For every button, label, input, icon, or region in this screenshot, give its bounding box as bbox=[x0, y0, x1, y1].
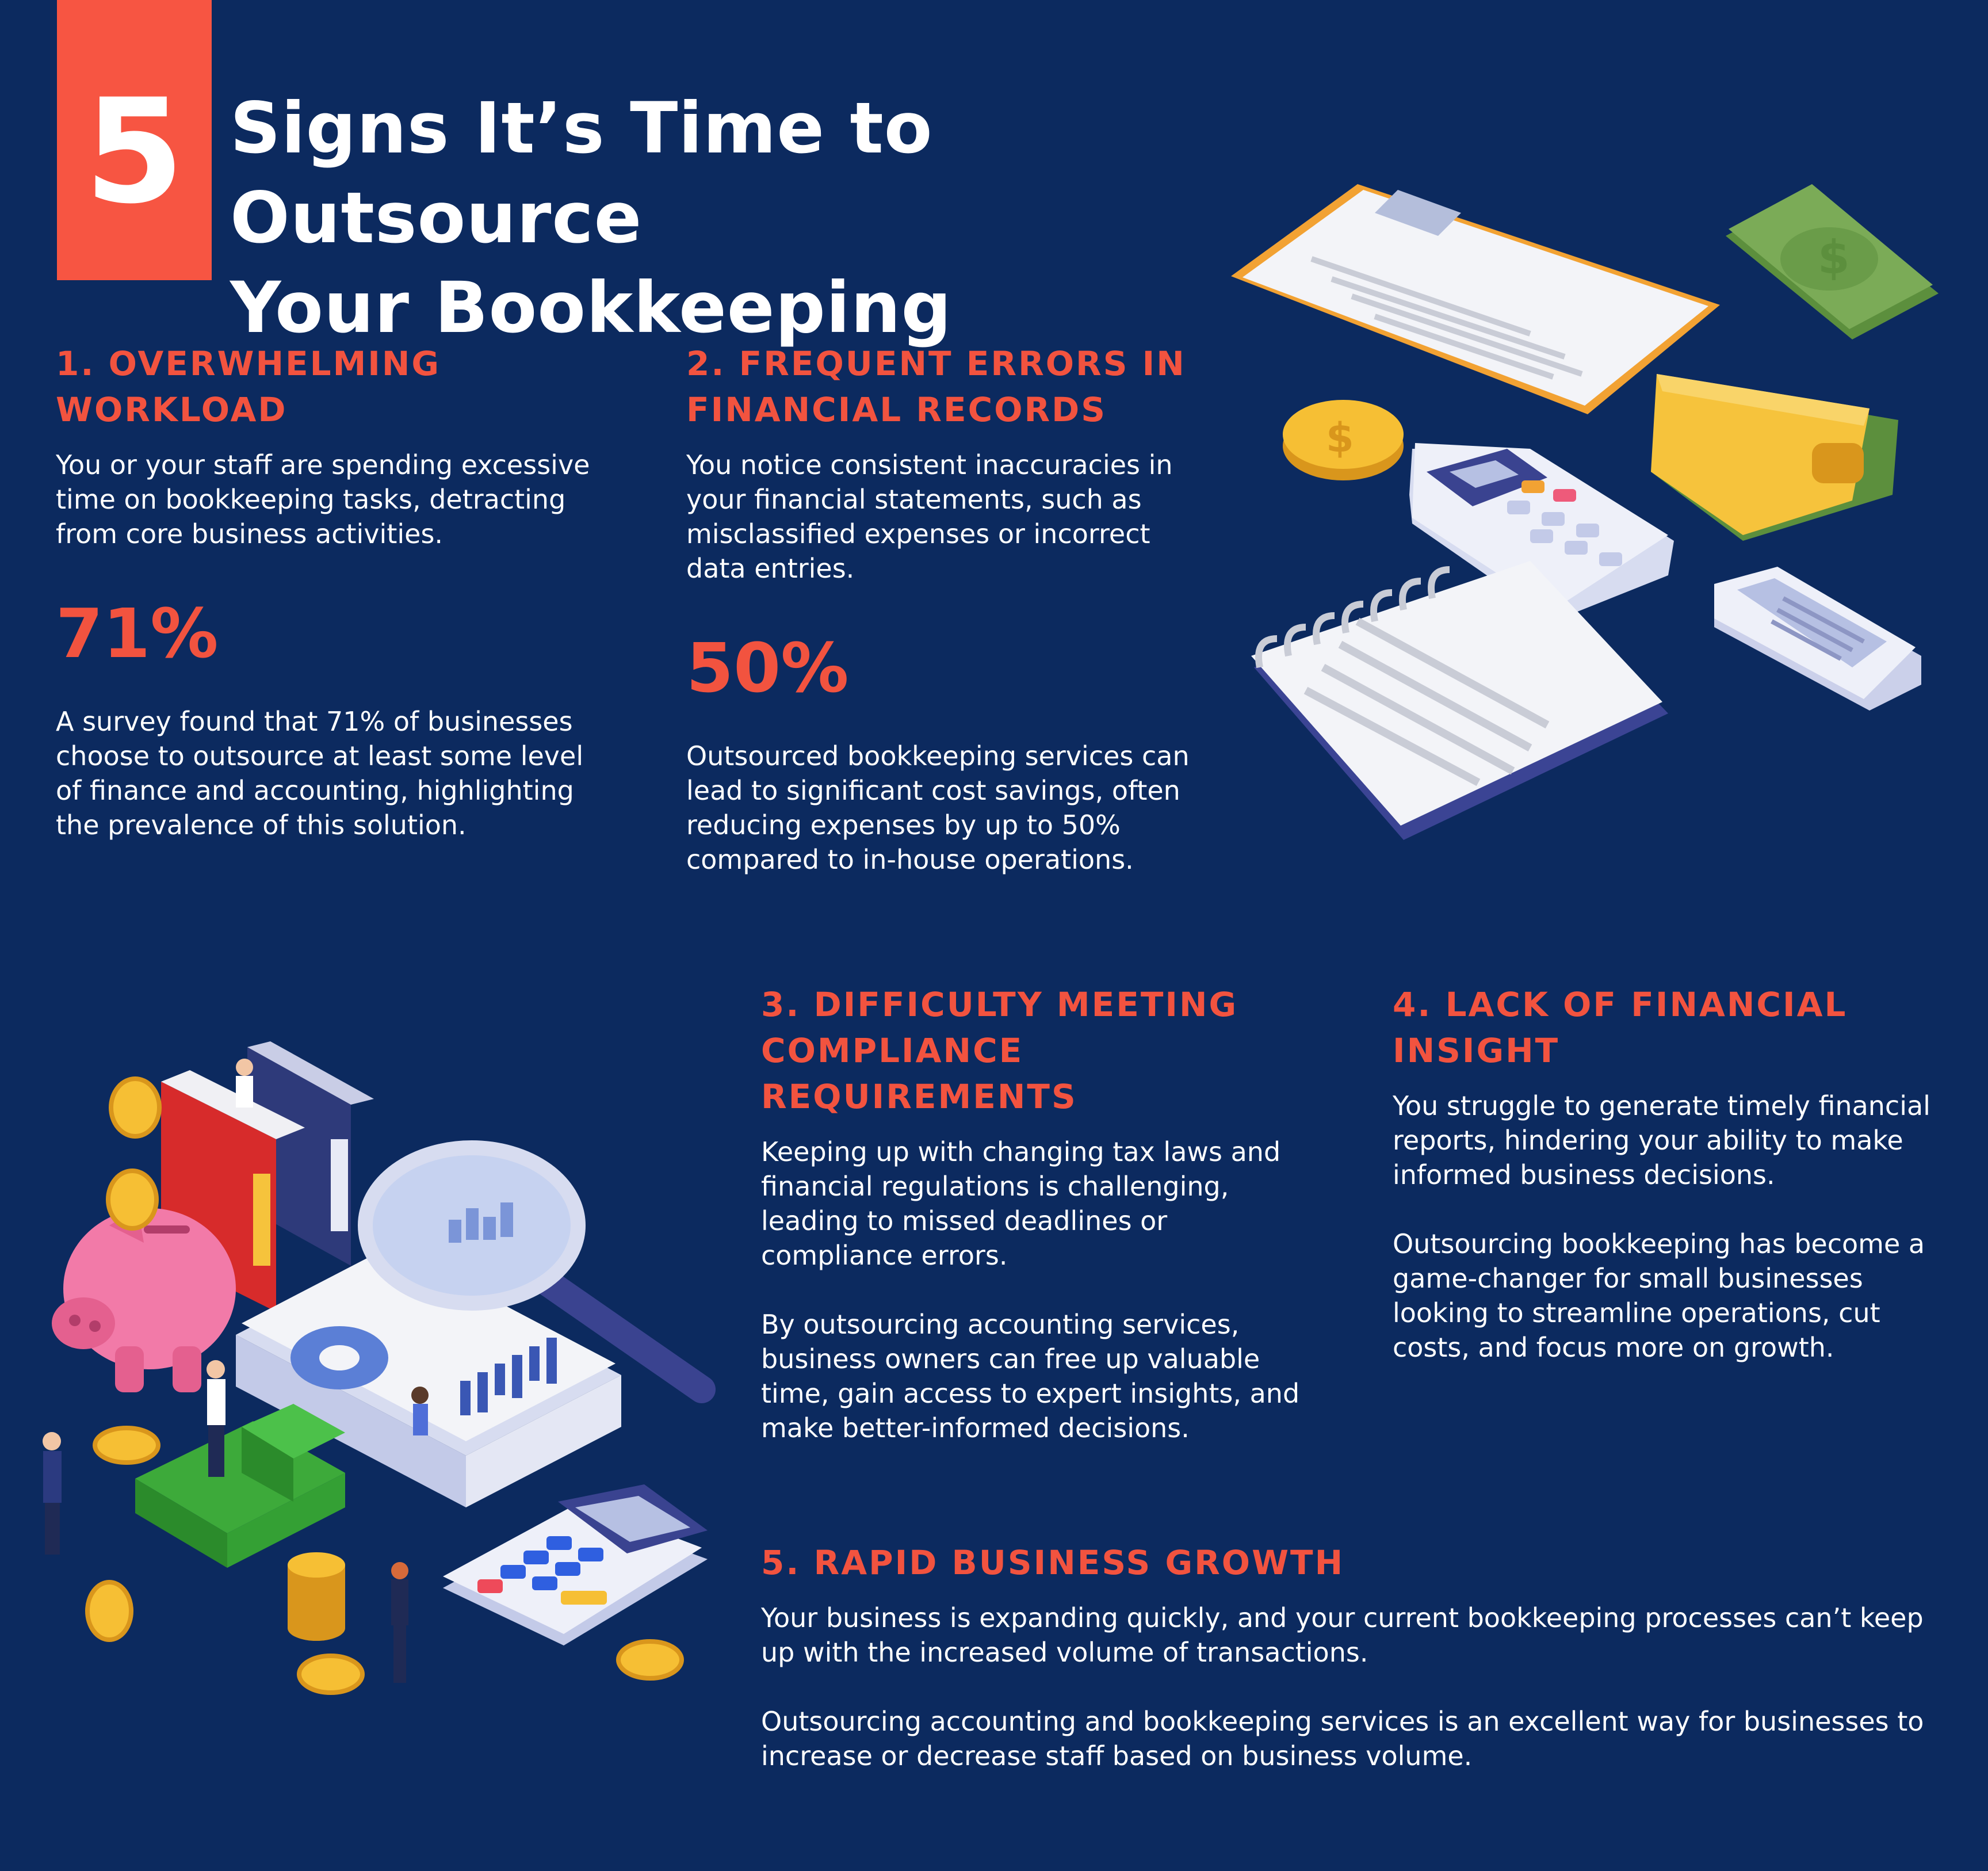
smartphone-icon bbox=[1714, 567, 1921, 711]
sign-5: 5. RAPID BUSINESS GROWTH Your business i… bbox=[761, 1540, 1946, 1773]
sign-1-heading: 1. OVERWHELMING WORKLOAD bbox=[56, 344, 441, 429]
svg-text:$: $ bbox=[1326, 414, 1354, 461]
sign-2-stat-text: Outsourced bookkeeping services can lead… bbox=[686, 740, 1190, 875]
sign-4-extra: Outsourcing bookkeeping has become a gam… bbox=[1393, 1228, 1925, 1363]
page-title: Signs It’s Time to Outsource Your Bookke… bbox=[230, 83, 1323, 353]
sign-3-extra: By outsourcing accounting services, busi… bbox=[761, 1309, 1300, 1444]
sign-3-description: Keeping up with changing tax laws and fi… bbox=[761, 1136, 1281, 1271]
sign-4: 4. LACK OF FINANCIAL INSIGHT You struggl… bbox=[1393, 982, 1945, 1365]
accounting-team-illustration bbox=[43, 1041, 716, 1695]
coin-stacks-icon bbox=[288, 1552, 345, 1641]
sign-4-description: You struggle to generate timely financia… bbox=[1393, 1090, 1930, 1190]
sign-2-stat: 50% bbox=[686, 628, 849, 708]
wallet-icon bbox=[1651, 374, 1898, 541]
dollar-banknote-icon: $ bbox=[1726, 184, 1939, 339]
coins-icon bbox=[85, 1076, 684, 1695]
notepad-icon bbox=[1251, 561, 1668, 840]
gold-coin-icon: $ bbox=[1283, 400, 1404, 480]
sign-1: 1. OVERWHELMING WORKLOAD You or your sta… bbox=[56, 341, 620, 842]
finance-items-illustration: $ $ bbox=[1231, 184, 1939, 840]
report-papers-icon bbox=[236, 1246, 621, 1507]
sign-5-extra: Outsourcing accounting and bookkeeping s… bbox=[761, 1706, 1924, 1771]
sign-5-description: Your business is expanding quickly, and … bbox=[761, 1602, 1924, 1668]
badge-number: 5 bbox=[84, 67, 185, 235]
tax-calculator-icon bbox=[443, 1484, 708, 1645]
sign-3-heading: 3. DIFFICULTY MEETING COMPLIANCE REQUIRE… bbox=[761, 985, 1238, 1116]
calculator-icon bbox=[1409, 443, 1674, 621]
title-line-1: Signs It’s Time to Outsource bbox=[230, 87, 933, 259]
magnifying-glass-icon bbox=[358, 1140, 716, 1403]
clipboard-icon bbox=[1231, 184, 1720, 414]
people-icon bbox=[43, 1059, 429, 1683]
piggy-bank-icon bbox=[52, 1208, 236, 1392]
sign-2-heading: 2. FREQUENT ERRORS IN FINANCIAL RECORDS bbox=[686, 344, 1186, 429]
sign-1-description: You or your staff are spending excessive… bbox=[56, 449, 590, 549]
sign-3: 3. DIFFICULTY MEETING COMPLIANCE REQUIRE… bbox=[761, 982, 1308, 1445]
sign-4-heading: 4. LACK OF FINANCIAL INSIGHT bbox=[1393, 985, 1848, 1070]
sign-1-stat: 71% bbox=[56, 594, 219, 673]
number-badge: 5 bbox=[57, 0, 212, 280]
title-line-2: Your Bookkeeping bbox=[230, 267, 952, 349]
sign-2-description: You notice consistent inaccuracies in yo… bbox=[686, 449, 1173, 584]
sign-5-heading: 5. RAPID BUSINESS GROWTH bbox=[761, 1543, 1345, 1582]
sign-1-stat-text: A survey found that 71% of businesses ch… bbox=[56, 706, 584, 841]
cash-stacks-icon bbox=[135, 1404, 345, 1568]
sign-2: 2. FREQUENT ERRORS IN FINANCIAL RECORDS … bbox=[686, 341, 1233, 877]
svg-text:$: $ bbox=[1818, 231, 1850, 284]
